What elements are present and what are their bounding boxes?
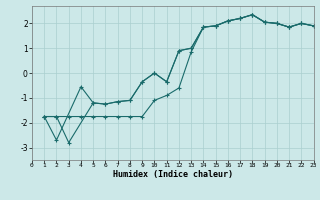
X-axis label: Humidex (Indice chaleur): Humidex (Indice chaleur) bbox=[113, 170, 233, 179]
